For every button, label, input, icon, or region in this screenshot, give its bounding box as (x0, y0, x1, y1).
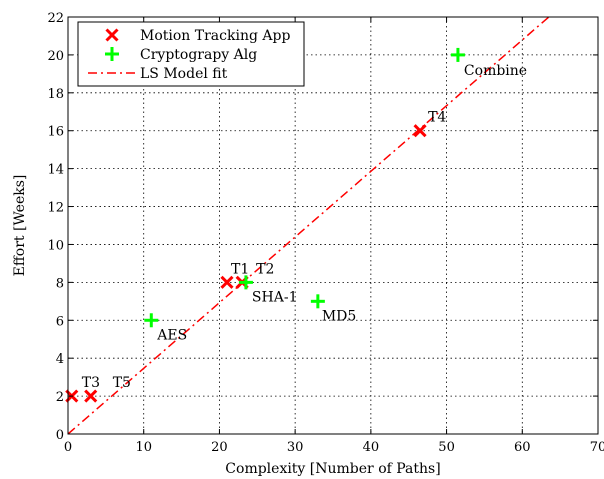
x-tick-label: 0 (64, 440, 72, 455)
legend-entry: Motion Tracking App (105, 28, 290, 44)
y-tick-label: 0 (56, 428, 64, 443)
motion-tracking-point (413, 124, 427, 138)
x-tick-label: 70 (590, 440, 604, 455)
fit-line-group (67, 16, 550, 435)
x-axis-label: Complexity [Number of Paths] (225, 461, 440, 477)
y-tick-label: 14 (47, 163, 64, 178)
y-tick-label: 10 (47, 238, 64, 253)
axis-ticks: 0 10 20 30 40 50 60 70 0 2 4 6 8 10 12 14 16 18 20 22 (47, 11, 604, 455)
y-tick-label: 12 (47, 201, 64, 216)
point-label: SHA-1 (252, 289, 298, 305)
y-tick-label: 20 (47, 49, 64, 64)
x-tick-label: 30 (287, 440, 304, 455)
legend-entry: LS Model fit (88, 66, 228, 82)
y-tick-label: 2 (56, 390, 64, 405)
y-tick-label: 4 (56, 352, 64, 367)
x-tick-label: 50 (438, 440, 455, 455)
cryptography-point (144, 313, 159, 328)
point-label: AES (156, 327, 187, 343)
cryptography-point (238, 275, 253, 290)
cryptography-point (450, 47, 465, 62)
point-label: T5 (113, 375, 131, 391)
legend-plus-marker (105, 47, 119, 61)
legend-label: LS Model fit (140, 66, 228, 82)
y-axis-label: Effort [Weeks] (12, 175, 28, 277)
motion-tracking-point (84, 389, 98, 403)
data-points (65, 47, 465, 403)
x-tick-label: 20 (211, 440, 228, 455)
x-tick-label: 60 (514, 440, 531, 455)
y-tick-label: 8 (56, 276, 64, 291)
motion-tracking-point (220, 275, 234, 289)
y-tick-label: 22 (47, 11, 64, 26)
y-tick-label: 18 (47, 87, 64, 102)
x-tick-label: 10 (135, 440, 152, 455)
legend-label: Cryptograpy Alg (140, 47, 257, 63)
plot-frame (67, 16, 599, 435)
legend-label: Motion Tracking App (140, 28, 290, 44)
legend: Motion Tracking App Cryptograpy Alg LS Mod… (77, 21, 305, 87)
point-label: T2 (256, 261, 274, 277)
point-label: T1 (231, 261, 249, 277)
point-label: T3 (82, 375, 100, 391)
y-tick-label: 16 (47, 125, 64, 140)
ls-model-fit-line (67, 16, 550, 435)
point-label: Combine (464, 63, 527, 79)
point-label: T4 (428, 110, 446, 126)
y-tick-label: 6 (56, 314, 64, 329)
grid-lines (68, 17, 598, 434)
legend-entry: Cryptograpy Alg (105, 47, 257, 63)
x-tick-label: 40 (363, 440, 380, 455)
cryptography-point (310, 294, 325, 309)
legend-x-marker (105, 28, 119, 42)
point-label: MD5 (322, 308, 356, 324)
point-labels: T3 T5 T1 T2 T4 AES SHA-1 MD5 Combine (82, 63, 527, 391)
